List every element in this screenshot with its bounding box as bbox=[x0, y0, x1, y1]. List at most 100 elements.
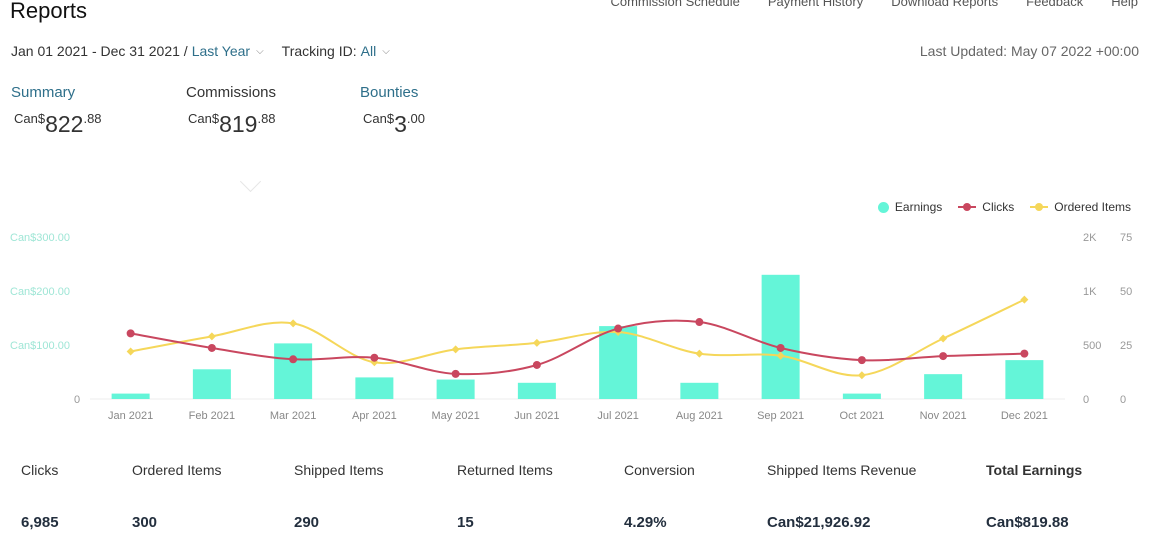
point-ordered-items bbox=[532, 338, 541, 347]
top-nav: Commission Schedule Payment History Down… bbox=[610, 0, 1138, 9]
bar-earnings bbox=[111, 393, 150, 399]
stat-value: 4.29% bbox=[624, 514, 667, 531]
bar-earnings bbox=[924, 374, 963, 399]
point-clicks bbox=[451, 369, 460, 378]
x-axis-tick: Aug 2021 bbox=[676, 410, 723, 422]
amount-integer: 822 bbox=[45, 111, 84, 137]
legend-earnings[interactable]: Earnings bbox=[877, 200, 942, 214]
left-axis-tick: 0 bbox=[74, 394, 80, 406]
point-clicks bbox=[939, 352, 948, 361]
bar-earnings bbox=[599, 326, 638, 399]
nav-commission-schedule[interactable]: Commission Schedule bbox=[610, 0, 740, 9]
page-title: Reports bbox=[10, 0, 88, 23]
left-axis-tick: Can$200.00 bbox=[10, 286, 70, 298]
period-dropdown[interactable]: Last Year bbox=[191, 43, 251, 59]
point-ordered-items bbox=[857, 371, 866, 380]
amount-decimal: .00 bbox=[406, 111, 425, 126]
stat-clicks: Clicks 6,985 bbox=[21, 462, 59, 531]
nav-feedback[interactable]: Feedback bbox=[1026, 0, 1084, 9]
legend-clicks[interactable]: Clicks bbox=[958, 200, 1014, 214]
bar-earnings bbox=[761, 274, 800, 399]
x-axis-tick: Oct 2021 bbox=[840, 410, 885, 422]
stat-shipped-items: Shipped Items 290 bbox=[294, 462, 384, 531]
legend-clicks-label: Clicks bbox=[982, 200, 1015, 214]
bar-earnings bbox=[680, 382, 719, 399]
stat-label: Clicks bbox=[21, 462, 59, 478]
line-ordered-items bbox=[130, 298, 1025, 377]
amount-decimal: .88 bbox=[257, 111, 276, 126]
chevron-down-icon[interactable]: ⌵ bbox=[256, 45, 264, 57]
bar-earnings bbox=[1005, 360, 1044, 399]
ordered-axis-tick: 50 bbox=[1120, 286, 1132, 298]
bar-earnings bbox=[517, 382, 556, 399]
stat-value: 290 bbox=[294, 514, 320, 531]
point-clicks bbox=[289, 355, 298, 364]
x-axis-tick: Nov 2021 bbox=[920, 410, 967, 422]
x-axis-tick: Mar 2021 bbox=[270, 410, 316, 422]
x-axis-tick: Jul 2021 bbox=[597, 410, 639, 422]
tile-bounties-label[interactable]: Bounties bbox=[360, 84, 419, 101]
point-clicks bbox=[857, 356, 866, 365]
nav-download-reports[interactable]: Download Reports bbox=[891, 0, 999, 9]
stat-value: Can$21,926.92 bbox=[767, 514, 871, 531]
left-axis-tick: Can$100.00 bbox=[10, 340, 70, 352]
stat-conversion: Conversion 4.29% bbox=[624, 462, 695, 531]
tile-bounties[interactable]: Bounties Can$ 3 .00 bbox=[360, 84, 425, 138]
legend-ordered-label: Ordered Items bbox=[1054, 200, 1131, 214]
line-clicks bbox=[130, 319, 1025, 376]
x-axis-tick: Jun 2021 bbox=[514, 410, 559, 422]
stat-label: Shipped Items Revenue bbox=[767, 462, 917, 478]
point-ordered-items bbox=[776, 351, 785, 360]
clicks-axis-tick: 0 bbox=[1083, 394, 1089, 406]
currency-prefix: Can$ bbox=[188, 111, 220, 126]
tile-commissions[interactable]: Commissions Can$ 819 .88 bbox=[186, 84, 276, 138]
stat-value: Can$819.88 bbox=[986, 514, 1069, 531]
x-axis-tick: Apr 2021 bbox=[352, 410, 397, 422]
legend-ordered-items[interactable]: Ordered Items bbox=[1030, 200, 1131, 214]
x-axis-tick: May 2021 bbox=[431, 410, 479, 422]
chevron-down-icon[interactable]: ⌵ bbox=[382, 45, 390, 57]
stat-value: 6,985 bbox=[21, 514, 59, 531]
stat-value: 300 bbox=[132, 514, 158, 531]
filter-bar: Jan 01 2021 - Dec 31 2021 / Last Year ⌵ … bbox=[11, 43, 390, 59]
stat-label: Total Earnings bbox=[986, 462, 1083, 478]
tile-commissions-label[interactable]: Commissions bbox=[186, 84, 277, 101]
nav-help[interactable]: Help bbox=[1111, 0, 1138, 9]
currency-prefix: Can$ bbox=[14, 111, 46, 126]
amount-decimal: .88 bbox=[83, 111, 102, 126]
point-ordered-items bbox=[1020, 295, 1029, 304]
tile-summary-label[interactable]: Summary bbox=[11, 84, 76, 101]
tile-commissions-amount: Can$ 819 .88 bbox=[188, 108, 276, 138]
point-clicks bbox=[207, 343, 216, 352]
point-ordered-items bbox=[289, 319, 298, 328]
clicks-axis-tick: 2K bbox=[1083, 232, 1097, 244]
x-axis-tick: Sep 2021 bbox=[757, 410, 804, 422]
point-clicks bbox=[776, 343, 785, 352]
point-clicks bbox=[1020, 349, 1029, 358]
chart-legend: Earnings Clicks Ordered Items bbox=[877, 200, 1131, 214]
ordered-axis-tick: 25 bbox=[1120, 340, 1132, 352]
legend-ordered-swatch bbox=[1030, 203, 1049, 211]
point-ordered-items bbox=[126, 347, 135, 356]
date-range-text: Jan 01 2021 - Dec 31 2021 / bbox=[11, 43, 188, 59]
point-ordered-items bbox=[939, 334, 948, 343]
stat-value: 15 bbox=[457, 514, 474, 531]
point-clicks bbox=[532, 360, 541, 369]
amount-integer: 819 bbox=[219, 111, 258, 137]
tile-summary-amount: Can$ 822 .88 bbox=[14, 108, 102, 138]
nav-payment-history[interactable]: Payment History bbox=[767, 0, 864, 9]
stat-returned-items: Returned Items 15 bbox=[457, 462, 553, 531]
point-ordered-items bbox=[207, 332, 216, 341]
tile-bounties-amount: Can$ 3 .00 bbox=[363, 108, 425, 138]
tracking-id-dropdown[interactable]: All bbox=[360, 43, 377, 59]
selected-tile-caret-icon bbox=[239, 170, 262, 193]
bar-earnings bbox=[842, 393, 881, 399]
bar-earnings bbox=[274, 343, 313, 399]
legend-clicks-swatch bbox=[958, 203, 977, 211]
legend-earnings-swatch bbox=[877, 201, 889, 213]
point-ordered-items bbox=[451, 345, 460, 354]
point-clicks bbox=[126, 329, 135, 338]
stat-total-earnings: Total Earnings Can$819.88 bbox=[986, 462, 1082, 531]
tile-summary[interactable]: Summary Can$ 822 .88 bbox=[11, 84, 102, 138]
last-updated: Last Updated: May 07 2022 +00:00 bbox=[919, 43, 1139, 59]
